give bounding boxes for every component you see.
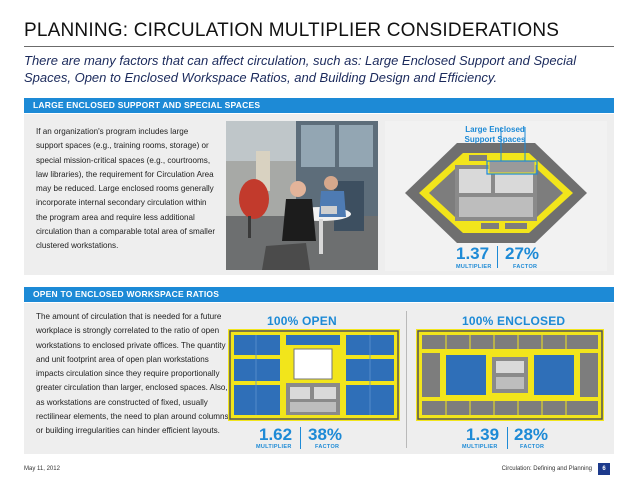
multiplier-label-open: MULTIPLIER [256,444,292,450]
open-enclosed-paragraph: The amount of circulation that is needed… [36,312,229,436]
footer-date: May 11, 2012 [24,466,60,472]
column-divider [406,311,407,448]
factor-label-enclosed: FACTOR [520,444,545,450]
factor-value-open: 38% [308,425,343,444]
stat-divider [497,246,498,268]
floor-plan-100-enclosed [416,329,604,421]
section-header-large-enclosed: LARGE ENCLOSED SUPPORT AND SPECIAL SPACE… [24,98,614,113]
factor-label-large-enclosed: FACTOR [513,264,538,270]
floor-plan-100-open [228,329,400,421]
page-number-badge: 6 [598,463,610,475]
factor-label-open: FACTOR [315,444,340,450]
page-subtitle: There are many factors that can affect c… [24,53,577,85]
multiplier-value-enclosed: 1.39 [466,425,500,444]
title-rule [24,46,614,47]
footer-document-title: Circulation: Defining and Planning [501,466,592,472]
office-photo [226,121,378,270]
callout-large-enclosed-support: Large Enclosed Support Spaces [464,125,526,144]
heading-100-open: 100% OPEN [267,314,337,328]
multiplier-value-open: 1.62 [259,425,293,444]
multiplier-value-large-enclosed: 1.37 [456,244,490,263]
large-enclosed-paragraph: If an organization's program includes la… [36,127,216,251]
factor-value-enclosed: 28% [514,425,549,444]
page-title: PLANNING: CIRCULATION MULTIPLIER CONSIDE… [24,20,560,41]
heading-100-enclosed: 100% ENCLOSED [462,314,566,328]
stat-divider-enclosed [507,427,508,449]
stat-divider-open [300,427,301,449]
floor-plan-large-enclosed [385,121,607,271]
multiplier-label-large-enclosed: MULTIPLIER [456,264,492,270]
section-header-open-enclosed: OPEN TO ENCLOSED WORKSPACE RATIOS [24,287,614,302]
factor-value-large-enclosed: 27% [505,244,540,263]
multiplier-label-enclosed: MULTIPLIER [462,444,498,450]
